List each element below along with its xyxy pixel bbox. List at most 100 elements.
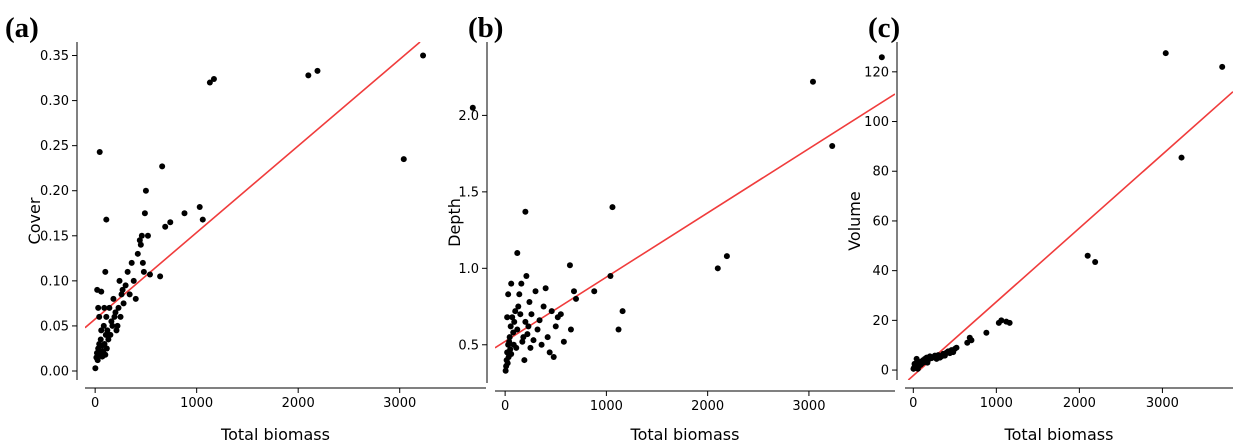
y-axis-title: Depth xyxy=(445,198,464,247)
data-point xyxy=(591,288,598,295)
data-point xyxy=(128,259,135,266)
data-point xyxy=(120,300,127,307)
data-point xyxy=(507,346,514,353)
data-point xyxy=(502,367,509,374)
x-tick-label: 3000 xyxy=(792,399,825,414)
data-point xyxy=(723,253,730,260)
data-point xyxy=(109,322,116,329)
data-point xyxy=(1006,319,1013,326)
data-point xyxy=(506,334,513,341)
data-point xyxy=(619,308,626,315)
data-point xyxy=(167,219,174,226)
data-point xyxy=(132,295,139,302)
panel-b-label: (b) xyxy=(468,12,503,44)
y-tick-label: 0.05 xyxy=(40,319,69,334)
data-point xyxy=(94,357,101,364)
data-point xyxy=(162,223,169,230)
x-tick-label: 0 xyxy=(909,396,917,411)
data-point xyxy=(107,331,114,338)
y-axis-title: Volume xyxy=(845,191,864,251)
data-point xyxy=(1178,154,1185,161)
panel-a: (a) 0 1000 2000 3000 0.00 0.05 0.10 0.15 0.20 0.25… xyxy=(5,12,486,444)
data-point xyxy=(1162,50,1169,57)
x-tick-label: 1000 xyxy=(980,396,1013,411)
y-tick-label: 40 xyxy=(872,264,889,279)
y-tick-label: 0.20 xyxy=(40,184,69,199)
data-point xyxy=(550,354,557,361)
data-point xyxy=(122,282,129,289)
data-point xyxy=(509,314,516,321)
data-point xyxy=(199,216,206,223)
y-tick-label: 0.10 xyxy=(40,274,69,289)
y-axis-title: Cover xyxy=(25,197,44,244)
y-tick-label: 0.5 xyxy=(458,338,479,353)
data-point xyxy=(136,237,143,244)
data-point xyxy=(548,308,555,315)
data-point xyxy=(911,360,918,367)
data-point xyxy=(522,208,529,215)
data-point xyxy=(534,326,541,333)
x-tick-label: 3000 xyxy=(1146,396,1179,411)
data-point xyxy=(528,311,535,318)
data-point xyxy=(96,313,103,320)
data-point xyxy=(98,327,105,334)
data-point xyxy=(210,75,217,82)
data-point xyxy=(146,271,153,278)
data-point xyxy=(110,295,117,302)
data-point xyxy=(809,78,816,85)
data-point xyxy=(530,337,537,344)
data-point xyxy=(138,232,145,239)
panel-c: (c) 0 1000 2000 3000 0 20 40 60 80 100 120 Total bio… xyxy=(845,12,1233,444)
data-point xyxy=(914,365,921,372)
data-point xyxy=(968,337,975,344)
data-point xyxy=(525,323,532,330)
data-point xyxy=(196,203,203,210)
data-point xyxy=(103,345,110,352)
y-tick-label: 100 xyxy=(864,115,889,130)
data-point xyxy=(505,291,512,298)
data-point xyxy=(139,259,146,266)
data-point xyxy=(97,336,104,343)
y-tick-label: 80 xyxy=(872,165,889,180)
data-point xyxy=(400,156,407,163)
data-point xyxy=(510,341,517,348)
regression-line xyxy=(85,42,421,329)
data-point xyxy=(1219,63,1226,70)
data-point xyxy=(102,331,109,338)
x-axis-title: Total biomass xyxy=(1004,425,1114,444)
data-point xyxy=(512,308,519,315)
data-point xyxy=(552,323,559,330)
data-point xyxy=(560,338,567,345)
data-point xyxy=(114,322,121,329)
x-axis-title: Total biomass xyxy=(630,425,740,444)
data-point xyxy=(113,327,120,334)
data-point xyxy=(523,272,530,279)
y-tick-label: 120 xyxy=(864,65,889,80)
y-tick-label: 20 xyxy=(872,314,889,329)
data-point xyxy=(118,291,125,298)
data-point xyxy=(532,288,539,295)
data-point xyxy=(137,241,144,248)
regression-line xyxy=(907,91,1233,380)
data-point xyxy=(516,291,523,298)
data-point xyxy=(983,329,990,336)
data-point xyxy=(506,338,513,345)
data-point xyxy=(134,250,141,257)
data-point xyxy=(507,323,514,330)
data-point xyxy=(521,357,528,364)
data-point xyxy=(142,187,149,194)
data-point xyxy=(878,54,885,61)
y-tick-label: 1.0 xyxy=(458,262,479,277)
y-tick-label: 2.0 xyxy=(458,109,479,124)
data-point xyxy=(420,52,427,59)
data-point xyxy=(94,286,101,293)
data-point xyxy=(314,67,321,74)
data-point xyxy=(305,72,312,79)
data-point xyxy=(508,280,515,287)
x-tick-label: 2000 xyxy=(691,399,724,414)
data-point xyxy=(524,331,531,338)
data-point xyxy=(159,163,166,170)
x-tick-label: 0 xyxy=(501,399,509,414)
data-point xyxy=(615,326,622,333)
